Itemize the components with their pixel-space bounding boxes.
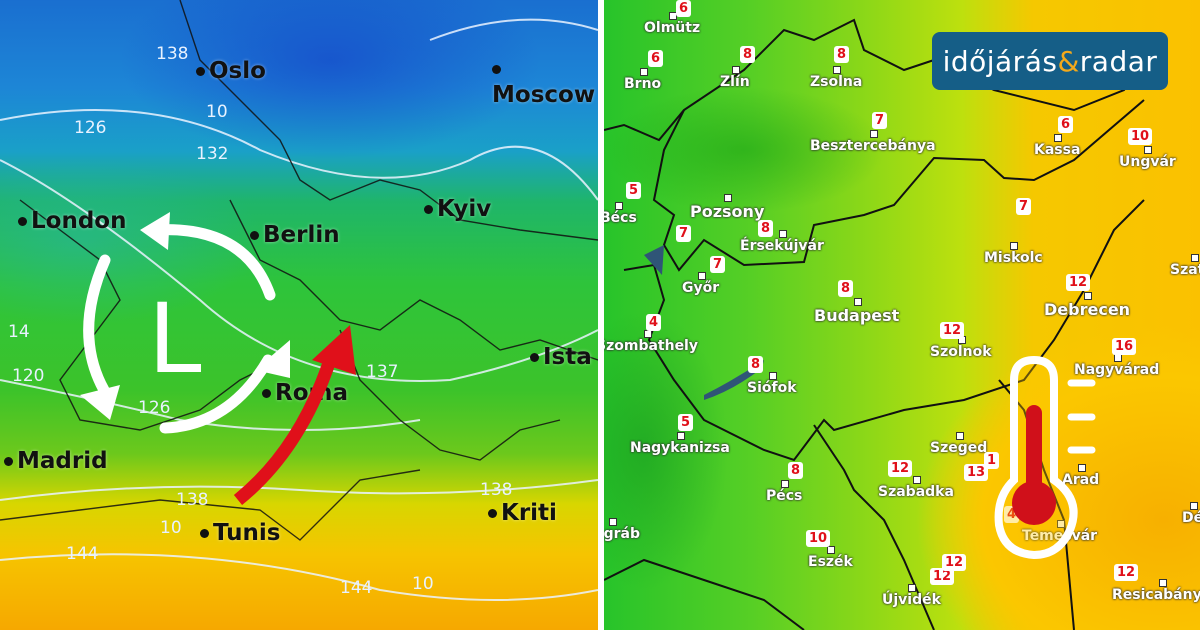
city-label: Ista [530, 344, 592, 370]
contour-label: 126 [138, 398, 171, 418]
logo-text: radar [1079, 44, 1158, 78]
city-label: Dé [1182, 502, 1200, 526]
contour-label: 138 [480, 480, 513, 500]
temperature-value: 8 [748, 356, 764, 373]
temperature-value: 12 [1114, 564, 1139, 581]
city-label: Győr [682, 272, 720, 296]
contour-label: 10 [206, 102, 228, 122]
city-label: Zsolna [810, 66, 863, 90]
city-label: Szabadka [878, 476, 954, 500]
city-label: Tunis [200, 520, 280, 546]
temperature-value: 7 [710, 256, 726, 273]
contour-label: 14 [8, 322, 30, 342]
city-label: Nagykanizsa [630, 432, 730, 456]
city-label: Resicabánya [1112, 579, 1200, 603]
city-label: Debrecen [1044, 292, 1131, 319]
city-label: Bécs [604, 202, 637, 226]
city-label: Siófok [747, 372, 797, 396]
city-label: Berlin [250, 222, 340, 248]
warm-air-flow-arrow-icon [233, 325, 356, 506]
city-label: Besztercebánya [810, 130, 936, 154]
contour-label: 144 [66, 544, 99, 564]
temperature-value: 13 [964, 464, 989, 481]
temperature-value: 16 [1112, 338, 1137, 355]
temperature-value: 5 [626, 182, 642, 199]
low-pressure-symbol: L [148, 283, 201, 395]
temperature-value: 12 [1066, 274, 1091, 291]
thermometer-icon [994, 355, 1096, 560]
city-label: Zágráb [604, 518, 640, 542]
temperature-value: 7 [872, 112, 888, 129]
temperature-value: 5 [678, 414, 694, 431]
city-label: Madrid [4, 448, 108, 474]
temperature-value: 12 [942, 554, 967, 571]
contour-label: 132 [196, 144, 229, 164]
city-label: London [18, 208, 126, 234]
temperature-value: 12 [940, 322, 965, 339]
city-label: Moscow [492, 56, 598, 108]
idojaras-radar-logo: időjárás & radar [932, 32, 1168, 90]
city-label: Újvidék [882, 584, 941, 608]
temperature-value: 7 [676, 225, 692, 242]
temperature-value: 8 [758, 220, 774, 237]
temperature-value: 8 [838, 280, 854, 297]
city-label: Ungvár [1119, 146, 1176, 170]
temperature-value: 8 [788, 462, 804, 479]
logo-amp: & [1057, 44, 1080, 78]
temperature-value: 12 [888, 460, 913, 477]
contour-label: 10 [160, 518, 182, 538]
temperature-value: 8 [834, 46, 850, 63]
temperature-value: 7 [1016, 198, 1032, 215]
temperature-value: 6 [676, 0, 692, 17]
synoptic-europe-map: Oslo Moscow London Berlin Kyiv Madrid Ro… [0, 0, 598, 630]
contour-label: 10 [412, 574, 434, 594]
temperature-value: 1 [984, 452, 1000, 469]
hungary-temperature-map: Olmütz 6 Brno 6 Zlín 8 Zsolna 8 Besztercebánya 7 K… [604, 0, 1200, 630]
city-label: Zlín [720, 66, 750, 90]
city-label: Kassa [1034, 134, 1081, 158]
city-label: Kriti [488, 500, 557, 526]
city-label: Brno [624, 68, 662, 92]
temperature-value: 10 [1128, 128, 1153, 145]
panel-divider [598, 0, 604, 630]
city-label: Pécs [766, 480, 803, 504]
city-label: Budapest [814, 298, 900, 325]
temperature-value: 6 [648, 50, 664, 67]
temperature-value: 6 [1058, 116, 1074, 133]
contour-label: 120 [12, 366, 45, 386]
city-label: Temesvár [1022, 520, 1097, 544]
logo-text: időjárás [942, 44, 1058, 78]
temperature-value: 10 [806, 530, 831, 547]
contour-label: 138 [156, 44, 189, 64]
contour-label: 144 [340, 578, 373, 598]
city-label: Szatm [1170, 254, 1200, 278]
contour-label: 137 [366, 362, 399, 382]
city-label: Pozsony [690, 194, 765, 221]
city-label: Arad [1062, 464, 1100, 488]
city-label: Szeged [930, 432, 988, 456]
city-label: Kyiv [424, 196, 491, 222]
temperature-value: 8 [740, 46, 756, 63]
city-label: Érsekújvár [740, 230, 824, 254]
cyclone-rotation-arrows-icon: L [80, 212, 290, 434]
temperature-value: 12 [930, 568, 955, 585]
borders [0, 0, 598, 541]
city-label: Oslo [196, 58, 266, 84]
city-label: Miskolc [984, 242, 1043, 266]
contour-label: 126 [74, 118, 107, 138]
temperature-value: 4 [646, 314, 662, 331]
city-label: Eszék [808, 546, 853, 570]
contour-label: 138 [176, 490, 209, 510]
